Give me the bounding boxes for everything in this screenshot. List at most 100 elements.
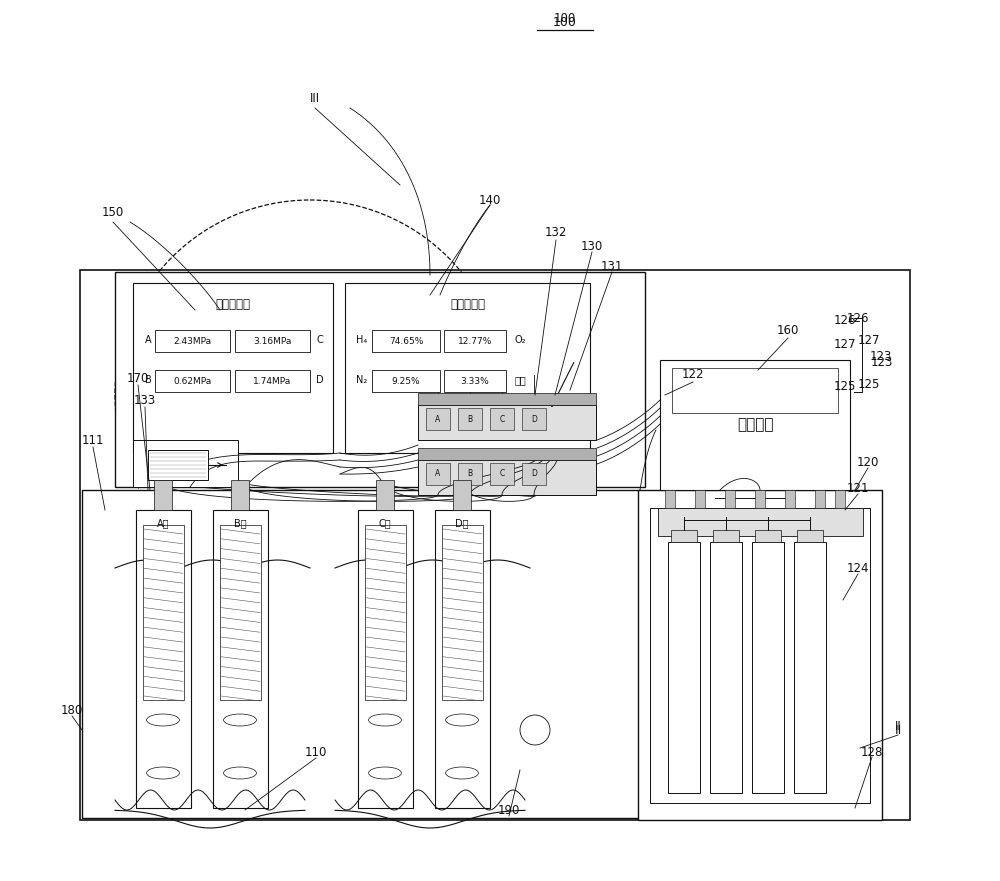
Ellipse shape xyxy=(446,714,478,726)
Text: 123: 123 xyxy=(870,350,892,362)
Bar xyxy=(815,490,825,508)
Bar xyxy=(671,530,697,542)
Text: 125: 125 xyxy=(858,379,880,391)
Ellipse shape xyxy=(446,767,478,779)
Bar xyxy=(133,283,333,453)
Bar xyxy=(358,510,413,808)
Text: 124: 124 xyxy=(847,561,869,574)
Text: C: C xyxy=(317,335,323,345)
Bar xyxy=(143,525,184,700)
Text: 121: 121 xyxy=(847,482,869,494)
Bar xyxy=(710,542,742,793)
Bar xyxy=(794,542,826,793)
Bar xyxy=(220,525,261,700)
Bar xyxy=(376,480,394,510)
Bar xyxy=(345,283,590,453)
Text: N₂: N₂ xyxy=(356,375,368,385)
Bar xyxy=(435,510,490,808)
Text: 133: 133 xyxy=(134,394,156,406)
Bar xyxy=(155,370,230,392)
Text: 123: 123 xyxy=(871,356,893,368)
Bar xyxy=(638,490,882,820)
Bar xyxy=(444,330,506,352)
Bar xyxy=(665,490,675,508)
Text: A罐: A罐 xyxy=(157,518,169,528)
Bar xyxy=(522,408,546,430)
Text: 122: 122 xyxy=(682,368,704,381)
Text: H₄: H₄ xyxy=(356,335,368,345)
Bar xyxy=(453,480,471,510)
Bar xyxy=(133,440,238,487)
Bar xyxy=(672,368,838,413)
Text: II: II xyxy=(895,720,901,732)
Bar xyxy=(213,510,268,808)
Bar xyxy=(155,330,230,352)
Bar xyxy=(82,490,640,818)
Ellipse shape xyxy=(224,767,256,779)
Bar xyxy=(713,530,739,542)
Bar xyxy=(136,510,191,808)
Text: D: D xyxy=(531,414,537,424)
Text: D: D xyxy=(531,470,537,478)
Text: B: B xyxy=(145,375,151,385)
Text: 127: 127 xyxy=(834,338,856,352)
Text: 0.62MPa: 0.62MPa xyxy=(173,376,211,386)
Text: 100: 100 xyxy=(553,16,577,28)
Text: C: C xyxy=(499,470,505,478)
Bar xyxy=(80,270,910,820)
Text: II: II xyxy=(894,723,902,737)
Text: D罐: D罐 xyxy=(455,518,469,528)
Ellipse shape xyxy=(369,767,401,779)
Bar xyxy=(522,463,546,485)
Text: 气相色谱仪: 气相色谱仪 xyxy=(450,298,486,311)
Text: 126: 126 xyxy=(847,312,869,324)
Bar xyxy=(418,405,596,440)
Text: 120: 120 xyxy=(857,455,879,469)
Bar xyxy=(490,463,514,485)
Bar xyxy=(755,490,765,508)
Text: 12.77%: 12.77% xyxy=(458,337,492,345)
Text: 150: 150 xyxy=(102,205,124,218)
Text: 2.43MPa: 2.43MPa xyxy=(173,337,211,345)
Bar xyxy=(490,408,514,430)
Text: 131: 131 xyxy=(601,261,623,273)
Text: 111: 111 xyxy=(82,433,104,447)
Text: 74.65%: 74.65% xyxy=(389,337,423,345)
Text: 110: 110 xyxy=(305,746,327,759)
Text: A: A xyxy=(435,414,441,424)
Ellipse shape xyxy=(224,714,256,726)
Bar xyxy=(154,480,172,510)
Bar xyxy=(231,480,249,510)
Text: A: A xyxy=(145,335,151,345)
Bar xyxy=(418,460,596,495)
Text: 其他: 其他 xyxy=(514,375,526,385)
Ellipse shape xyxy=(147,714,179,726)
Bar xyxy=(785,490,795,508)
Text: 126: 126 xyxy=(834,314,856,327)
Bar xyxy=(115,272,645,487)
Bar xyxy=(444,370,506,392)
Ellipse shape xyxy=(147,767,179,779)
Text: 3.16MPa: 3.16MPa xyxy=(253,337,291,345)
Bar xyxy=(426,408,450,430)
Text: 控制终端: 控制终端 xyxy=(737,418,773,433)
Bar xyxy=(235,370,310,392)
Text: 1.74MPa: 1.74MPa xyxy=(253,376,291,386)
Bar xyxy=(658,508,863,536)
Text: B: B xyxy=(467,470,473,478)
Text: 140: 140 xyxy=(479,194,501,206)
Text: 132: 132 xyxy=(545,226,567,240)
Text: D: D xyxy=(316,375,324,385)
Text: O₂: O₂ xyxy=(514,335,526,345)
Bar xyxy=(755,530,781,542)
Bar xyxy=(458,408,482,430)
Bar xyxy=(835,490,845,508)
Bar xyxy=(148,450,208,480)
Text: 170: 170 xyxy=(127,372,149,384)
Text: 130: 130 xyxy=(581,241,603,254)
Text: 128: 128 xyxy=(861,745,883,759)
Bar xyxy=(372,330,440,352)
Bar xyxy=(458,463,482,485)
Bar xyxy=(797,530,823,542)
Bar xyxy=(650,508,870,803)
